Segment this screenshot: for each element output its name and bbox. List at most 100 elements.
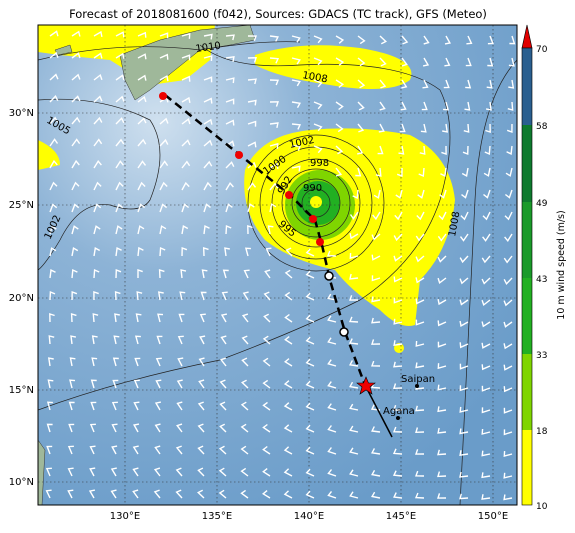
wind-barb: [178, 313, 185, 323]
wind-barb: [203, 55, 213, 61]
wind-barb: [349, 253, 359, 260]
wind-barb: [371, 296, 381, 303]
wind-barb: [197, 467, 205, 477]
wind-barb: [305, 446, 315, 455]
wind-barb: [225, 98, 235, 105]
wind-barb: [261, 490, 271, 499]
isobar-label: 1008: [301, 70, 328, 85]
wind-barb: [137, 181, 146, 191]
wind-barb: [401, 35, 409, 45]
wind-barb: [181, 203, 190, 213]
wind-barb: [93, 225, 101, 235]
wind-barb: [481, 277, 491, 285]
wind-barb: [247, 161, 257, 169]
wind-barb: [284, 291, 293, 301]
wind-barb: [265, 247, 272, 257]
wind-barb: [90, 379, 97, 389]
isobar-label: 1008: [447, 211, 462, 238]
wind-barb: [291, 35, 301, 43]
wind-barb: [437, 406, 447, 413]
wind-barb: [503, 364, 513, 371]
lat-label: 30°N: [9, 108, 34, 119]
wind-barb: [291, 79, 301, 87]
wind-barb: [487, 57, 494, 67]
wind-barb: [203, 160, 213, 169]
wind-barb: [349, 233, 359, 240]
wind-barb: [197, 401, 205, 411]
wind-zone: [244, 128, 455, 326]
wind-barb: [335, 35, 345, 44]
wind-barb: [399, 123, 406, 133]
wind-barb: [505, 167, 513, 177]
wind-barb: [509, 35, 516, 45]
wind-barb: [285, 247, 293, 257]
wind-barb: [465, 79, 472, 89]
storm-symbol: [324, 271, 334, 281]
wind-barb: [466, 35, 473, 45]
wind-barb: [92, 313, 99, 323]
wind-barb: [137, 269, 143, 278]
wind-barb: [459, 385, 469, 392]
wind-barb: [93, 291, 99, 301]
wind-barb: [481, 299, 491, 307]
wind-barb: [176, 423, 183, 433]
wind-barb: [247, 99, 257, 106]
wind-barb: [262, 445, 271, 455]
wind-barb: [247, 141, 257, 148]
wind-barb: [242, 291, 249, 301]
wind-barb: [137, 138, 147, 147]
wind-barb: [349, 295, 359, 301]
wind-barb: [115, 268, 122, 279]
wind-barb: [481, 385, 491, 392]
wind-barb: [201, 269, 208, 279]
wind-barb: [225, 161, 235, 169]
wind-barb: [47, 357, 54, 367]
wind-barb: [49, 313, 55, 323]
wind-barb: [305, 270, 315, 279]
wind-barb: [503, 429, 513, 436]
wind-barb: [305, 314, 315, 323]
map: Saipan Agana 1010 1008 1005 1002 1002 10…: [38, 25, 517, 505]
wind-barb: [240, 467, 249, 477]
wind-barb: [68, 401, 75, 411]
wind-barb: [422, 57, 430, 67]
wind-barb: [305, 292, 315, 301]
wind-barb: [417, 189, 425, 199]
wind-barb: [71, 116, 81, 125]
wind-barb: [415, 470, 425, 477]
map-frame: [37, 24, 518, 506]
wind-barb: [348, 338, 359, 345]
wind-barb: [137, 117, 147, 125]
wind-barb: [269, 122, 279, 129]
wind-barb: [181, 75, 191, 82]
wind-barb: [437, 277, 447, 284]
isobar-label: 1010: [195, 41, 222, 55]
wind-barb: [327, 381, 337, 389]
wind-barb: [112, 357, 119, 367]
wind-barb: [241, 313, 249, 323]
wind-barb: [459, 471, 469, 478]
wind-barb: [225, 224, 232, 235]
wind-barb: [159, 225, 167, 235]
wind-barb: [93, 95, 103, 103]
wind-barb: [401, 57, 408, 67]
wind-barb: [157, 291, 164, 301]
eye: [310, 196, 322, 208]
wind-barb: [93, 52, 103, 59]
isobar-label: 1002: [288, 135, 315, 151]
wind-barb: [508, 79, 515, 89]
wind-barb: [313, 57, 323, 66]
wind-barb: [181, 96, 191, 104]
wind-barb: [305, 424, 315, 433]
wind-barb: [176, 379, 183, 389]
wind-barb: [481, 321, 491, 328]
wind-barb: [371, 360, 381, 367]
wind-barb: [378, 123, 385, 133]
wind-barb: [415, 405, 425, 412]
wind-barb: [503, 494, 513, 501]
wind-barb: [71, 138, 81, 147]
wind-barb: [401, 79, 408, 89]
wind-barb: [372, 211, 381, 221]
wind-barb: [465, 57, 472, 67]
current-position: [356, 376, 376, 395]
